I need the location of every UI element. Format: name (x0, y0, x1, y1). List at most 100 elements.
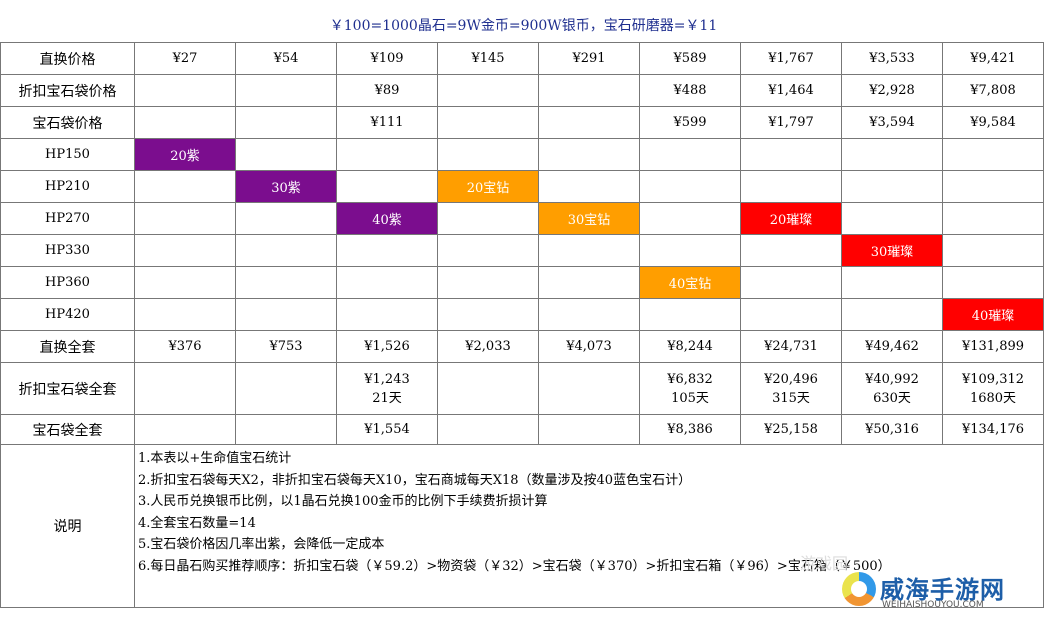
cell-days: 105天 (671, 390, 709, 406)
cell: ¥4,073 (538, 330, 640, 363)
cell: ¥488 (639, 74, 741, 107)
row-label: HP150 (0, 138, 135, 171)
cell: ¥1,554 (336, 414, 438, 445)
cell (538, 170, 640, 203)
row-label: 直换全套 (0, 330, 135, 363)
cell-days: 630天 (873, 390, 911, 406)
cell: ¥111 (336, 106, 438, 139)
cell: ¥8,386 (639, 414, 741, 445)
cell (437, 362, 539, 415)
cell (437, 414, 539, 445)
cell (235, 234, 337, 267)
cell: ¥50,316 (841, 414, 943, 445)
cell (538, 138, 640, 171)
cell (437, 202, 539, 235)
cell (841, 138, 943, 171)
row-label: 折扣宝石袋价格 (0, 74, 135, 107)
cell: ¥7,808 (942, 74, 1044, 107)
row-label: HP270 (0, 202, 135, 235)
cell: ¥9,421 (942, 42, 1044, 75)
cell: ¥54 (235, 42, 337, 75)
cell (538, 298, 640, 331)
cell-value: ¥6,832 (667, 371, 713, 387)
cell (639, 170, 741, 203)
cell-value: ¥40,992 (865, 371, 919, 387)
cell: ¥1,464 (740, 74, 842, 107)
cell (235, 106, 337, 139)
cell-days: 21天 (372, 390, 402, 406)
gem-cell-purple: 20紫 (134, 138, 236, 171)
cell (437, 74, 539, 107)
row-bag-full: 宝石袋全套 ¥1,554 ¥8,386 ¥25,158 ¥50,316 ¥134… (0, 414, 1044, 445)
cell (235, 266, 337, 299)
cell: ¥109,312 1680天 (942, 362, 1044, 415)
cell (235, 362, 337, 415)
cell (437, 298, 539, 331)
note-line: 2.折扣宝石袋每天X2，非折扣宝石袋每天X10，宝石商城每天X18（数量涉及按4… (138, 472, 692, 488)
cell: ¥9,584 (942, 106, 1044, 139)
cell: ¥3,594 (841, 106, 943, 139)
cell (134, 414, 236, 445)
row-hp150: HP150 20紫 (0, 138, 1044, 171)
cell (538, 106, 640, 139)
cell (134, 362, 236, 415)
gem-cell-orange: 30宝钻 (538, 202, 640, 235)
cell: ¥753 (235, 330, 337, 363)
cell (740, 170, 842, 203)
cell (841, 298, 943, 331)
cell: ¥2,928 (841, 74, 943, 107)
row-hp360: HP360 40宝钻 (0, 266, 1044, 299)
cell (538, 414, 640, 445)
row-label: 宝石袋价格 (0, 106, 135, 139)
cell-days: 1680天 (969, 390, 1017, 406)
cell (437, 266, 539, 299)
cell-value: ¥20,496 (764, 371, 818, 387)
cell: ¥109 (336, 42, 438, 75)
cell (538, 266, 640, 299)
cell: ¥49,462 (841, 330, 943, 363)
row-label: 宝石袋全套 (0, 414, 135, 445)
cell (336, 234, 438, 267)
note-line: 3.人民币兑换银币比例，以1晶石兑换100金币的比例下手续费折损计算 (138, 494, 548, 509)
cell: ¥25,158 (740, 414, 842, 445)
cell (336, 266, 438, 299)
row-label: HP360 (0, 266, 135, 299)
note-line: 5.宝石袋价格因几率出紫，会降低一定成本 (138, 537, 385, 552)
note-line: 4.全套宝石数量=14 (138, 515, 256, 531)
cell: ¥589 (639, 42, 741, 75)
cell: ¥24,731 (740, 330, 842, 363)
row-label: HP330 (0, 234, 135, 267)
cell: ¥291 (538, 42, 640, 75)
cell (235, 138, 337, 171)
cell: ¥2,033 (437, 330, 539, 363)
row-label: HP210 (0, 170, 135, 203)
gem-cell-purple: 30紫 (235, 170, 337, 203)
row-hp270: HP270 40紫 30宝钻 20璀璨 (0, 202, 1044, 235)
gem-cell-orange: 40宝钻 (639, 266, 741, 299)
cell: ¥3,533 (841, 42, 943, 75)
cell: ¥20,496 315天 (740, 362, 842, 415)
cell (235, 202, 337, 235)
cell: ¥8,244 (639, 330, 741, 363)
row-label: HP420 (0, 298, 135, 331)
cell: ¥131,899 (942, 330, 1044, 363)
row-direct-full: 直换全套 ¥376 ¥753 ¥1,526 ¥2,033 ¥4,073 ¥8,2… (0, 330, 1044, 363)
cell (841, 202, 943, 235)
note-line: 1.本表以+生命值宝石统计 (138, 451, 292, 466)
page-title: ￥100=1000晶石=9W金币=900W银币，宝石研磨器=￥11 (329, 18, 718, 34)
gem-cell-purple: 40紫 (336, 202, 438, 235)
cell (134, 266, 236, 299)
cell (235, 414, 337, 445)
cell: ¥145 (437, 42, 539, 75)
cell (942, 138, 1044, 171)
cell: ¥1,526 (336, 330, 438, 363)
gem-cell-red: 20璀璨 (740, 202, 842, 235)
cell (538, 362, 640, 415)
cell: ¥40,992 630天 (841, 362, 943, 415)
cell (134, 106, 236, 139)
cell: ¥599 (639, 106, 741, 139)
cell (134, 202, 236, 235)
cell: ¥376 (134, 330, 236, 363)
cell-value: ¥109,312 (961, 371, 1025, 387)
row-notes: 说明 1.本表以+生命值宝石统计 2.折扣宝石袋每天X2，非折扣宝石袋每天X10… (0, 444, 1044, 608)
